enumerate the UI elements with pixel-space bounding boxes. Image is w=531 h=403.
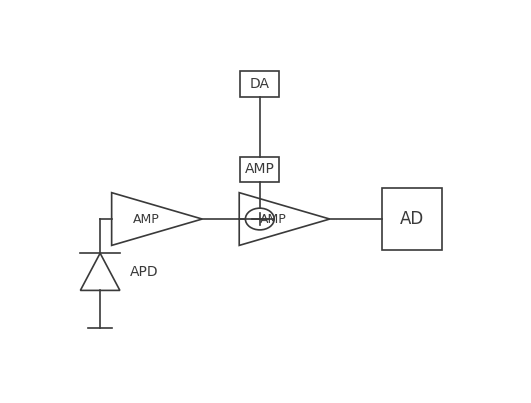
Bar	[240, 157, 279, 182]
Text: AMP: AMP	[245, 162, 275, 177]
Text: APD: APD	[130, 265, 159, 279]
Text: AD: AD	[400, 210, 424, 228]
Bar	[240, 71, 279, 97]
Bar	[382, 188, 442, 250]
Text: AMP: AMP	[133, 212, 159, 226]
Text: AMP: AMP	[260, 212, 287, 226]
Text: DA: DA	[250, 77, 270, 91]
